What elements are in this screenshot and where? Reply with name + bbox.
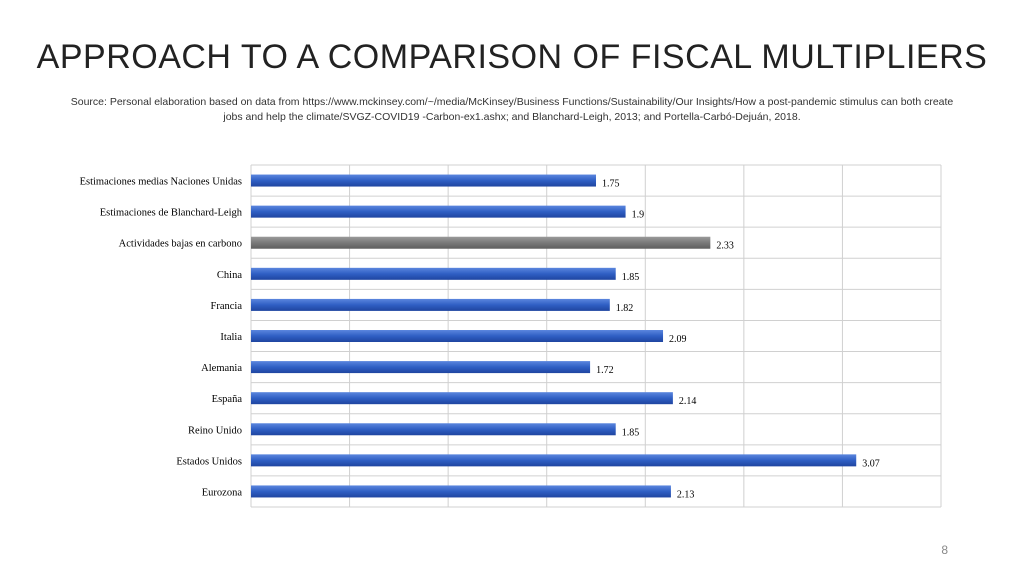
category-label: España bbox=[212, 394, 243, 405]
bar bbox=[251, 485, 671, 498]
category-label: Francia bbox=[211, 301, 243, 312]
value-label: 3.07 bbox=[862, 458, 880, 469]
bar bbox=[251, 236, 711, 249]
bar bbox=[251, 330, 664, 342]
page-number: 8 bbox=[941, 543, 948, 557]
value-label: 1.82 bbox=[616, 303, 634, 314]
value-label: 2.13 bbox=[677, 489, 695, 500]
slide-title: APPROACH TO A COMPARISON OF FISCAL MULTI… bbox=[36, 38, 988, 76]
category-label: Italia bbox=[220, 332, 242, 343]
value-label: 1.85 bbox=[622, 272, 640, 283]
bar bbox=[251, 392, 673, 405]
value-label: 1.75 bbox=[602, 179, 620, 190]
value-label: 1.85 bbox=[622, 427, 640, 438]
value-labels: 1.75 1.9 2.33 1.85 1.82 2.09 1.72 2.14 1.85 3.07 2… bbox=[596, 179, 880, 501]
category-label: Eurozona bbox=[202, 487, 243, 498]
bar bbox=[251, 423, 616, 436]
value-label: 1.9 bbox=[632, 210, 645, 221]
value-label: 2.09 bbox=[669, 334, 687, 345]
category-labels: Estimaciones medias Naciones Unidas Estim… bbox=[80, 177, 243, 499]
bar bbox=[251, 298, 610, 311]
source-note: Source: Personal elaboration based on da… bbox=[70, 96, 954, 123]
category-label: Actividades bajas en carbono bbox=[119, 239, 242, 250]
bar bbox=[251, 361, 591, 374]
bar bbox=[251, 174, 596, 187]
category-label: Reino Unido bbox=[188, 425, 242, 436]
value-label: 1.72 bbox=[596, 365, 614, 376]
category-label: Estados Unidos bbox=[176, 456, 242, 467]
value-label: 2.14 bbox=[679, 396, 697, 407]
category-label: Alemania bbox=[201, 363, 242, 374]
bar bbox=[251, 267, 616, 280]
category-label: Estimaciones medias Naciones Unidas bbox=[80, 177, 242, 188]
value-label: 2.33 bbox=[716, 241, 734, 252]
bar bbox=[251, 205, 626, 218]
chart-grid bbox=[250, 164, 942, 508]
category-label: China bbox=[217, 270, 242, 281]
chart-bars bbox=[251, 174, 857, 498]
category-label: Estimaciones de Blanchard-Leigh bbox=[100, 208, 243, 219]
bar bbox=[251, 454, 857, 467]
